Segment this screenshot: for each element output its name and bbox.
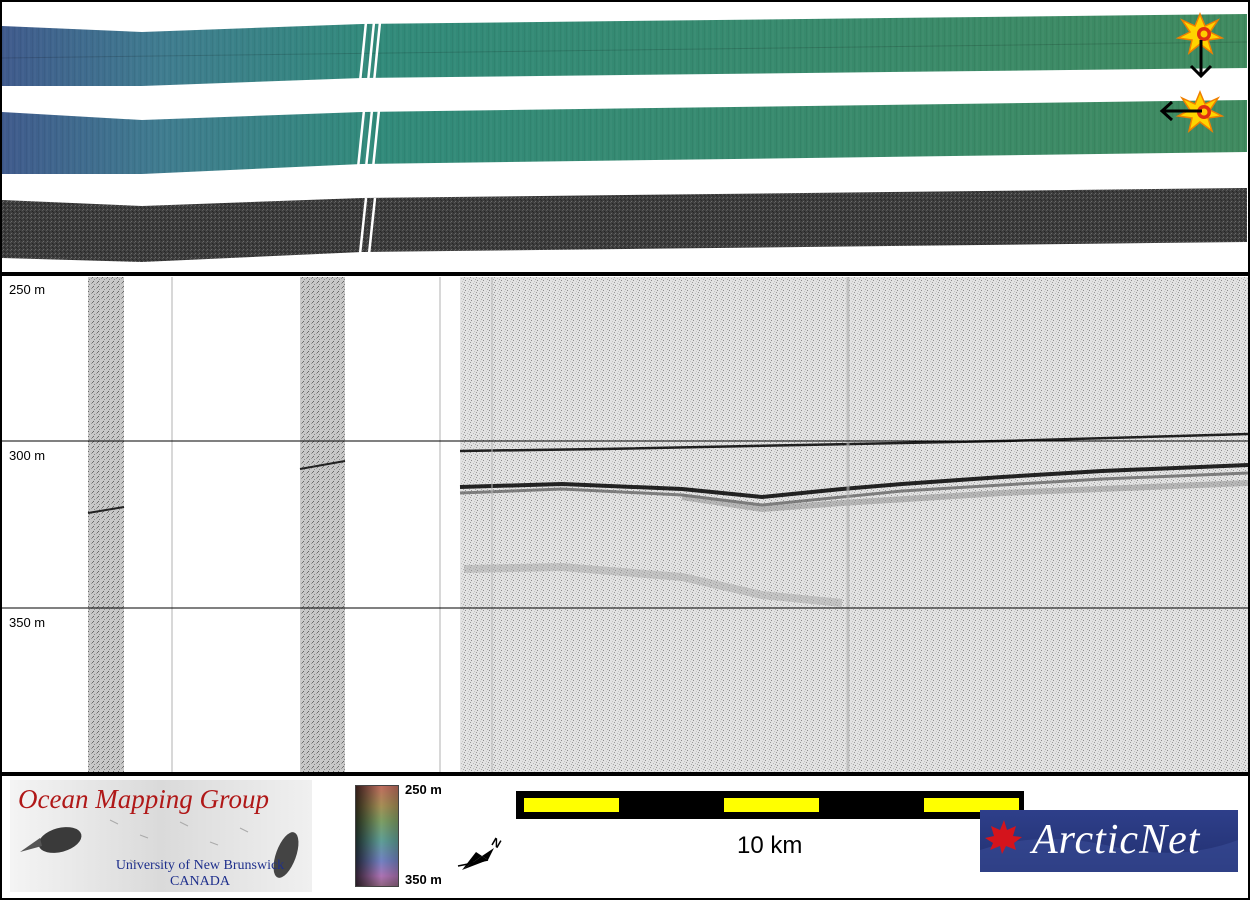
subbottom-profile-panel: 250 m 300 m 350 m [2, 277, 1249, 772]
logo-country: CANADA [170, 874, 230, 889]
arrow-left-icon [1159, 100, 1202, 122]
colorbar-bottom-label: 350 m [405, 872, 442, 887]
depth-label-350: 350 m [9, 615, 46, 630]
maple-leaf-icon [980, 820, 1238, 872]
panel-divider [0, 772, 1250, 776]
seafloor-reflector [459, 432, 1249, 453]
depth-label-250: 250 m [9, 282, 46, 297]
data-gap-lines [356, 21, 382, 255]
profile-strip-2 [300, 277, 345, 772]
profile-main [460, 277, 1248, 772]
logo-university: University of New Brunswick [115, 858, 285, 873]
arcticnet-text: ArcticNet [1032, 817, 1201, 863]
swath-map [1, 12, 1248, 262]
legend-panel: Ocean Mapping Group University of New Br… [2, 776, 1248, 896]
scale-label: 10 km [737, 832, 803, 859]
backscatter-swath [2, 188, 1247, 262]
logo-title: Ocean Mapping Group [18, 784, 269, 814]
scale-bar-segment-3 [924, 798, 1019, 812]
arrow-down-icon [1189, 40, 1213, 79]
profile-strip-1 [88, 277, 124, 772]
depth-label-300: 300 m [9, 448, 46, 463]
ocean-mapping-group-logo: Ocean Mapping Group University of New Br… [10, 780, 312, 892]
colorbar-top-label: 250 m [405, 782, 442, 797]
arcticnet-logo: ArcticNet [980, 810, 1238, 872]
panel-divider [0, 272, 1250, 276]
scale-bar-segment-1 [524, 798, 619, 812]
depth-colorbar [355, 785, 399, 887]
north-arrow-icon [457, 848, 494, 870]
subbottom-reflector [459, 463, 1249, 500]
swath-panel [1, 2, 1248, 272]
scale-bar-segment-2 [724, 798, 819, 812]
sonar-fish-icon [20, 819, 299, 878]
subbottom-profile [2, 277, 1249, 772]
scale-bar [516, 791, 1024, 819]
